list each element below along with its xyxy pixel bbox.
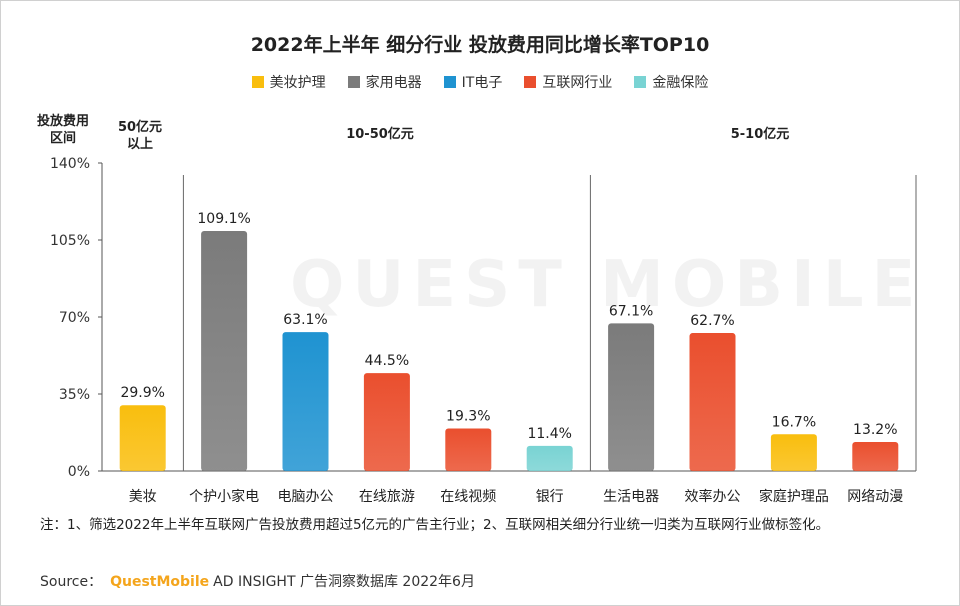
data-label-1: 109.1% [197, 211, 250, 227]
source-prefix: Source： [40, 574, 103, 590]
source-line: Source： QuestMobile AD INSIGHT 广告洞察数据库 2… [40, 571, 475, 591]
legend-swatch-internet [524, 76, 537, 88]
bar-9 [852, 441, 899, 471]
legend-swatch-beauty [251, 76, 264, 88]
bar-1 [201, 230, 248, 471]
group-label-5-10: 5-10亿元 [730, 127, 790, 142]
x-tick-label-8: 家庭护理品 [759, 488, 829, 505]
bar-0 [119, 405, 166, 471]
bar-7 [689, 333, 736, 471]
x-tick-label-1: 个护小家电 [189, 488, 259, 505]
legend-label-internet: 互联网行业 [542, 75, 613, 91]
legend-item-appliance: 家用电器 [347, 72, 422, 92]
data-label-6: 67.1% [609, 303, 653, 319]
legend-item-internet: 互联网行业 [524, 72, 612, 92]
legend-label-it: IT电子 [461, 75, 503, 91]
x-tick-label-5: 银行 [536, 489, 564, 505]
y-axis-title: 投放费用 区间 [36, 114, 89, 146]
bar-3 [363, 373, 410, 471]
legend-label-beauty: 美妆护理 [269, 75, 326, 91]
x-tick-label-2: 电脑办公 [278, 489, 334, 505]
legend-swatch-appliance [347, 76, 360, 88]
y-tick-label: 35% [59, 387, 90, 403]
x-tick-label-6: 生活电器 [603, 489, 659, 505]
data-label-4: 19.3% [446, 409, 490, 425]
legend-label-appliance: 家用电器 [365, 75, 422, 91]
data-label-8: 16.7% [772, 414, 816, 430]
x-tick-label-9: 网络动漫 [847, 489, 903, 505]
legend-label-finance: 金融保险 [652, 75, 709, 91]
x-tick-label-0: 美妆 [129, 489, 157, 505]
watermark: QUEST MOBILE [290, 248, 924, 322]
group-label-10-50: 10-50亿元 [346, 127, 414, 142]
x-tick-label-4: 在线视频 [440, 489, 496, 505]
bar-8 [770, 434, 817, 471]
data-label-9: 13.2% [853, 422, 897, 438]
legend-swatch-finance [634, 76, 647, 88]
footnote: 注：1、筛选2022年上半年互联网广告投放费用超过5亿元的广告主行业；2、互联网… [40, 517, 830, 533]
data-label-2: 63.1% [283, 312, 327, 328]
legend-item-finance: 金融保险 [634, 72, 708, 92]
data-label-3: 44.5% [365, 353, 409, 369]
y-tick-label: 0% [68, 464, 90, 480]
data-label-7: 62.7% [690, 313, 734, 329]
y-tick-label: 70% [59, 310, 90, 326]
y-tick-label: 105% [50, 233, 90, 249]
bar-6 [608, 323, 655, 471]
x-tick-label-7: 效率办公 [685, 488, 741, 505]
source-rest: AD INSIGHT 广告洞察数据库 2022年6月 [213, 574, 475, 590]
data-label-5: 11.4% [527, 426, 571, 442]
data-label-0: 29.9% [120, 385, 164, 401]
bar-5 [526, 445, 573, 471]
bar-2 [282, 332, 329, 471]
bar-4 [445, 428, 492, 471]
chart-title: 2022年上半年 细分行业 投放费用同比增长率TOP10 [250, 34, 710, 56]
source-brand: QuestMobile [110, 574, 210, 590]
legend-item-it: IT电子 [443, 72, 503, 92]
group-label-50-plus: 50亿元 以上 [117, 120, 163, 152]
legend: 美妆护理 家用电器 IT电子 互联网行业 金融保险 [0, 72, 960, 92]
x-tick-label-3: 在线旅游 [359, 489, 415, 505]
legend-item-beauty: 美妆护理 [251, 72, 326, 92]
y-tick-label: 140% [50, 156, 90, 172]
legend-swatch-it [443, 76, 456, 88]
